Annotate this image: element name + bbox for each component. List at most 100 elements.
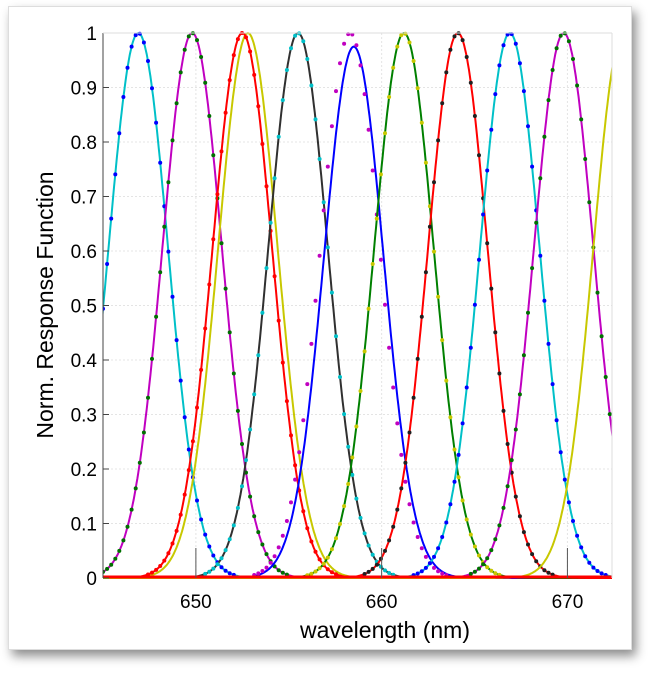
data-point-7 [313, 569, 318, 574]
data-point-7 [472, 544, 477, 549]
data-point-0 [227, 571, 232, 576]
data-point-10 [521, 353, 526, 358]
plot-area [103, 31, 612, 579]
data-point-1 [248, 494, 253, 499]
data-point-9 [530, 164, 535, 169]
data-point-6 [325, 164, 330, 169]
data-point-3 [313, 549, 318, 554]
data-point-1 [166, 180, 171, 185]
data-point-1 [235, 408, 240, 413]
data-point-6 [387, 345, 392, 350]
data-point-4 [342, 412, 347, 417]
data-point-7 [485, 565, 490, 570]
data-point-4 [313, 117, 318, 122]
data-point-0 [170, 294, 175, 299]
data-point-7 [419, 120, 424, 125]
data-point-10 [538, 176, 543, 181]
data-point-10 [554, 46, 559, 51]
data-point-4 [231, 523, 236, 528]
data-point-8 [362, 572, 367, 576]
data-point-8 [391, 524, 396, 529]
data-point-7 [370, 262, 375, 266]
data-point-7 [374, 216, 379, 221]
data-point-10 [607, 412, 612, 417]
data-point-0 [133, 33, 138, 38]
data-point-8 [423, 270, 428, 275]
data-point-9 [513, 41, 518, 46]
data-point-7 [338, 522, 342, 526]
data-point-9 [599, 571, 604, 576]
data-point-4 [305, 57, 310, 61]
data-point-7 [358, 389, 363, 393]
data-point-6 [284, 519, 289, 523]
data-point-1 [109, 562, 114, 567]
data-point-9 [566, 500, 571, 505]
y-tick-label: 0.1 [71, 515, 97, 536]
data-point-9 [436, 546, 441, 551]
data-point-1 [133, 486, 138, 491]
data-point-1 [240, 442, 244, 446]
data-point-3 [272, 274, 277, 279]
data-point-8 [415, 356, 420, 361]
data-point-8 [432, 180, 436, 185]
data-point-6 [370, 168, 375, 173]
data-point-6 [399, 452, 404, 457]
data-point-4 [378, 564, 383, 569]
data-point-3 [305, 526, 310, 531]
data-point-8 [489, 286, 494, 291]
data-point-10 [509, 458, 514, 463]
data-point-0 [150, 86, 154, 91]
data-point-8 [411, 395, 416, 400]
data-point-9 [538, 253, 543, 258]
data-point-3 [256, 104, 261, 109]
data-point-8 [383, 548, 387, 553]
data-point-3 [211, 237, 216, 242]
data-point-6 [407, 502, 412, 507]
series-group [103, 31, 612, 579]
data-point-8 [378, 556, 383, 561]
data-point-0 [158, 160, 163, 165]
data-point-7 [321, 561, 326, 566]
data-point-0 [117, 131, 122, 136]
data-point-6 [362, 92, 367, 97]
data-point-4 [383, 568, 387, 573]
data-point-8 [427, 224, 432, 229]
data-point-3 [219, 149, 224, 154]
data-point-3 [289, 433, 293, 438]
data-point-3 [235, 37, 240, 42]
data-point-7 [456, 475, 461, 480]
data-point-9 [452, 479, 457, 484]
data-point-6 [256, 571, 261, 576]
data-point-8 [493, 330, 498, 335]
data-point-3 [162, 558, 167, 563]
data-point-7 [407, 40, 412, 45]
y-tick-label: 0.3 [71, 406, 97, 427]
data-point-8 [513, 494, 518, 499]
data-point-10 [505, 484, 510, 489]
data-point-4 [276, 134, 281, 139]
data-point-8 [497, 371, 502, 376]
data-point-10 [485, 556, 490, 561]
data-point-7 [436, 294, 441, 299]
data-point-3 [186, 468, 191, 473]
data-point-0 [211, 553, 216, 558]
data-point-4 [370, 552, 375, 557]
data-point-9 [562, 477, 567, 482]
data-point-0 [125, 65, 130, 70]
data-point-6 [415, 535, 420, 539]
data-point-3 [215, 192, 220, 197]
data-point-6 [358, 63, 363, 68]
data-point-1 [280, 570, 285, 575]
data-point-7 [391, 65, 396, 70]
data-point-9 [550, 382, 555, 387]
x-tick-label: 650 [180, 592, 212, 613]
data-point-10 [546, 98, 551, 103]
data-point-6 [378, 257, 383, 262]
data-point-9 [526, 124, 530, 129]
data-point-6 [280, 533, 285, 538]
y-tick-label: 0.4 [71, 351, 98, 372]
data-point-9 [501, 43, 506, 48]
data-point-6 [309, 341, 314, 346]
data-point-8 [403, 460, 408, 465]
y-tick-label: 0.2 [71, 460, 97, 481]
